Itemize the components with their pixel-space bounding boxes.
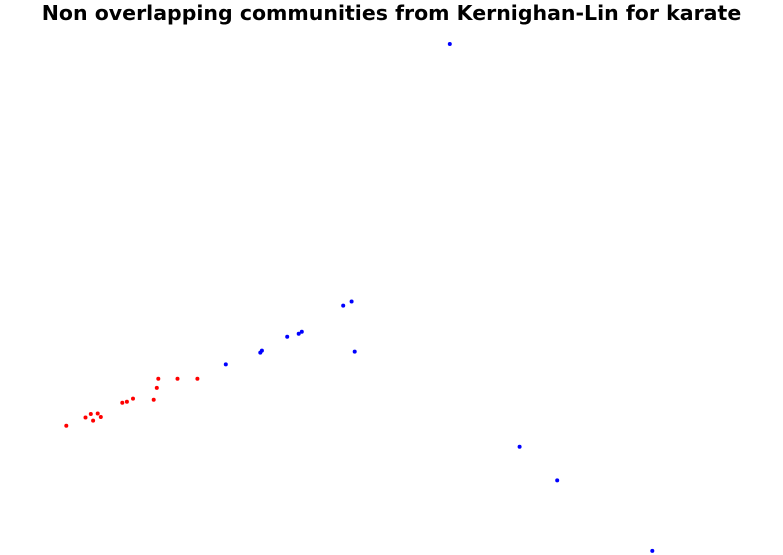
data-point [98,415,103,419]
data-point [64,423,69,428]
data-points [64,42,655,553]
data-point [156,376,161,381]
data-point [349,299,354,304]
data-point [154,385,159,390]
data-point [88,412,93,416]
data-point [223,362,228,367]
data-point [151,397,156,402]
data-point [131,396,135,401]
data-point [352,349,357,354]
data-point [124,399,129,404]
data-point [650,548,655,553]
data-point [120,400,125,405]
data-point [299,329,304,334]
data-point [447,42,452,46]
data-point [517,444,522,449]
data-point [175,376,180,381]
chart-title: Non overlapping communities from Kernigh… [41,1,742,25]
data-point [555,478,560,483]
data-point [83,415,88,420]
data-point [285,334,290,339]
data-point [195,376,200,381]
data-point [341,303,346,308]
data-point [259,348,264,353]
data-point [91,418,96,423]
data-point [95,411,100,416]
data-point [296,331,301,336]
